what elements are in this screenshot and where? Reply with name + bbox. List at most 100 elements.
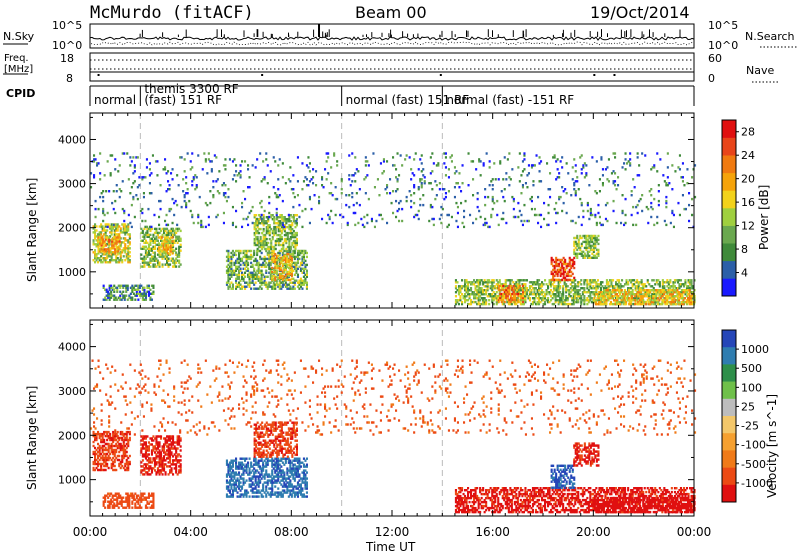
data-cell bbox=[690, 283, 693, 286]
data-cell bbox=[254, 287, 257, 290]
data-cell bbox=[598, 299, 601, 302]
data-cell bbox=[290, 277, 293, 280]
data-cell bbox=[593, 287, 596, 290]
data-cell bbox=[512, 284, 515, 288]
data-cell bbox=[491, 279, 494, 282]
data-cell bbox=[410, 199, 413, 203]
data-cell bbox=[171, 178, 174, 181]
data-cell bbox=[603, 289, 606, 292]
data-cell bbox=[115, 240, 118, 243]
data-cell bbox=[558, 197, 561, 201]
data-cell bbox=[455, 201, 458, 205]
data-cell bbox=[304, 279, 307, 282]
data-cell bbox=[111, 240, 114, 243]
data-cell bbox=[125, 286, 128, 289]
data-cell bbox=[479, 302, 482, 306]
data-cell bbox=[100, 238, 103, 241]
data-cell bbox=[470, 293, 473, 296]
data-cell bbox=[263, 281, 266, 284]
data-cell bbox=[101, 434, 104, 438]
data-cell bbox=[587, 300, 590, 304]
data-cell bbox=[561, 156, 564, 159]
data-cell bbox=[103, 458, 106, 462]
data-cell bbox=[567, 278, 570, 282]
data-cell bbox=[280, 268, 283, 272]
data-cell bbox=[286, 233, 289, 237]
data-cell bbox=[650, 300, 653, 304]
data-cell bbox=[128, 255, 131, 258]
data-cell bbox=[657, 283, 660, 286]
data-cell bbox=[92, 432, 95, 436]
data-cell bbox=[90, 172, 93, 175]
data-cell bbox=[693, 299, 696, 302]
data-cell bbox=[485, 300, 488, 304]
data-cell bbox=[575, 293, 578, 296]
data-cell bbox=[624, 289, 627, 292]
data-cell bbox=[122, 229, 125, 232]
data-cell bbox=[283, 262, 286, 266]
data-cell bbox=[619, 291, 622, 294]
data-cell bbox=[694, 195, 697, 199]
data-cell bbox=[285, 225, 288, 229]
data-cell bbox=[428, 182, 431, 185]
data-cell bbox=[616, 285, 619, 288]
data-cell bbox=[242, 273, 245, 276]
data-cell bbox=[228, 285, 231, 288]
data-cell bbox=[434, 197, 437, 201]
data-cell bbox=[572, 299, 575, 302]
data-cell bbox=[564, 268, 567, 272]
data-cell bbox=[94, 231, 97, 234]
data-cell bbox=[169, 231, 172, 235]
data-cell bbox=[642, 283, 645, 286]
data-cell bbox=[525, 279, 528, 282]
data-cell bbox=[340, 180, 343, 183]
data-cell bbox=[238, 257, 241, 261]
data-cell bbox=[629, 152, 632, 155]
data-cell bbox=[524, 293, 527, 296]
data-cell bbox=[497, 286, 500, 290]
data-cell bbox=[144, 176, 147, 179]
data-cell bbox=[99, 242, 102, 245]
data-cell bbox=[594, 240, 597, 244]
data-cell bbox=[280, 256, 283, 260]
data-cell bbox=[224, 184, 227, 187]
data-cell bbox=[298, 257, 301, 261]
data-cell bbox=[149, 265, 152, 268]
data-cell bbox=[225, 199, 228, 203]
data-cell bbox=[284, 285, 287, 288]
data-cell bbox=[107, 444, 110, 448]
data-cell bbox=[210, 160, 213, 163]
data-cell bbox=[595, 283, 598, 286]
data-cell bbox=[254, 259, 257, 263]
data-cell bbox=[114, 286, 117, 289]
data-cell bbox=[454, 299, 457, 302]
data-cell bbox=[143, 265, 146, 268]
data-cell bbox=[176, 174, 179, 177]
data-cell bbox=[167, 180, 170, 183]
data-cell bbox=[121, 231, 124, 234]
data-cell bbox=[119, 294, 122, 297]
data-cell bbox=[595, 256, 598, 259]
data-cell bbox=[592, 250, 595, 253]
data-cell bbox=[273, 220, 276, 223]
data-cell bbox=[272, 285, 275, 288]
data-cell bbox=[233, 263, 236, 267]
data-cell bbox=[461, 164, 464, 167]
data-cell bbox=[545, 291, 548, 294]
data-cell bbox=[509, 302, 512, 306]
data-cell bbox=[163, 227, 166, 231]
data-cell bbox=[612, 209, 615, 213]
data-cell bbox=[296, 261, 299, 265]
data-cell bbox=[562, 295, 565, 298]
data-cell bbox=[547, 300, 550, 304]
data-cell bbox=[688, 203, 691, 207]
data-cell bbox=[420, 162, 423, 165]
data-cell bbox=[253, 227, 256, 231]
data-cell bbox=[275, 258, 278, 262]
data-cell bbox=[146, 229, 149, 233]
data-cell bbox=[106, 236, 109, 239]
data-cell bbox=[283, 225, 286, 229]
data-cell bbox=[570, 194, 573, 197]
data-cell bbox=[259, 227, 262, 231]
data-cell bbox=[571, 285, 574, 288]
